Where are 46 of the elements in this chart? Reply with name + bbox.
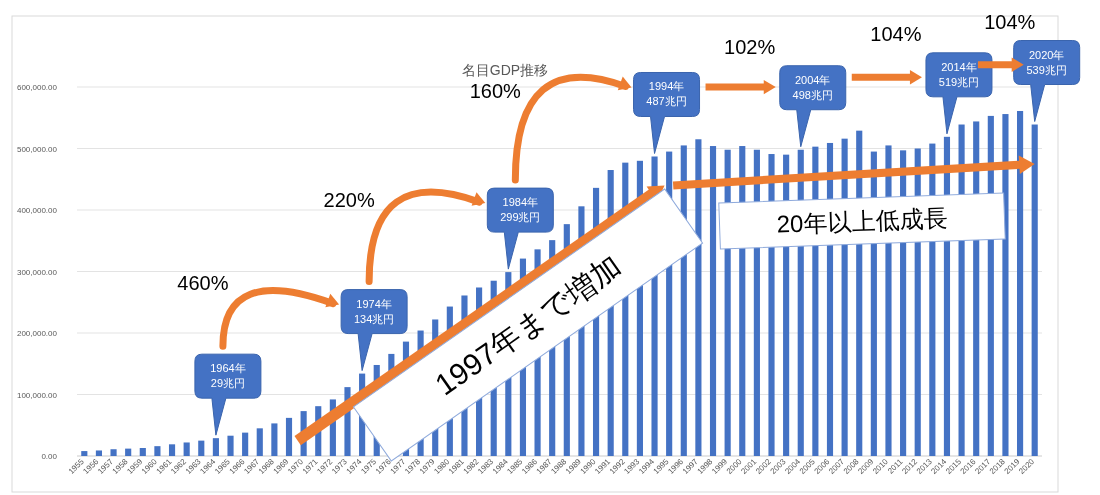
annotation: 1994年 487兆円 [646, 80, 687, 108]
bar [242, 432, 249, 456]
annotation: 460% [177, 271, 229, 294]
bar [285, 417, 293, 456]
bar [212, 438, 219, 456]
annotation: 1964年 29兆円 [210, 362, 246, 390]
y-tick-label: 100,000.00 [16, 390, 58, 400]
annotation: 1974年 134兆円 [353, 297, 395, 325]
bar [227, 435, 234, 456]
annotation: 2014年 519兆円 [938, 60, 980, 88]
bar [168, 444, 176, 456]
bar [695, 139, 702, 456]
callout: 1964年 29兆円 [194, 353, 262, 436]
callout: 2020年 539兆円 [1013, 40, 1081, 122]
annotation: 160% [469, 80, 522, 103]
bar [256, 428, 263, 456]
text: 104% [984, 10, 1036, 33]
y-tick-label: 500,000.00 [16, 144, 58, 154]
text: 104% [870, 22, 922, 45]
bar [198, 440, 205, 456]
text: 102% [724, 35, 776, 58]
bar [110, 449, 117, 456]
bar [81, 451, 88, 456]
bar [95, 450, 102, 456]
callout: 2004年 498兆円 [779, 65, 847, 148]
y-tick-label: 300,000.00 [16, 267, 58, 277]
bar [183, 442, 190, 456]
y-tick-label: 0.00 [41, 452, 58, 461]
bar [709, 146, 717, 456]
annotation: 1984年 299兆円 [500, 196, 541, 224]
annotation: 2004年 498兆円 [792, 73, 833, 101]
callout: 1974年 134兆円 [340, 289, 408, 372]
callout: 2014年 519兆円 [925, 52, 993, 135]
annotation: 20年以上低成長 [776, 204, 948, 238]
bar [139, 448, 146, 456]
bar [125, 448, 132, 456]
callout: 1994年 487兆円 [633, 72, 701, 154]
bar [154, 446, 161, 456]
callout: 1984年 299兆円 [486, 187, 554, 270]
y-tick-label: 600,000.00 [16, 83, 58, 92]
chart-title: 名目GDP推移 [461, 62, 549, 78]
y-tick-label: 400,000.00 [16, 206, 58, 215]
y-tick-label: 200,000.00 [16, 329, 58, 338]
bar [1002, 114, 1009, 456]
picture-banner: 20年以上低成長 [718, 192, 1006, 250]
bar [271, 423, 278, 456]
